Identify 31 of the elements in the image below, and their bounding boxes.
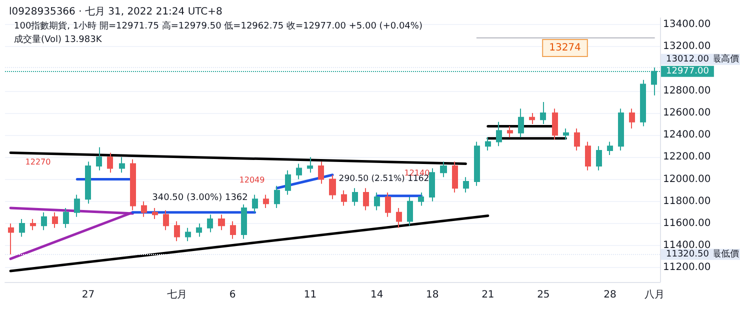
y-tick-label: 13400.00 <box>663 19 711 30</box>
y-tick-label: 13200.00 <box>663 41 711 52</box>
ref-line-label: 12977.00 <box>666 66 710 76</box>
y-tick-label: 11200.00 <box>663 262 711 274</box>
x-tick-label: 27 <box>82 290 95 300</box>
y-tick-label: 11800.00 <box>663 196 711 207</box>
x-tick-label: 11 <box>304 290 317 300</box>
annotation: 成交量(Vol) 13.983K <box>14 34 103 45</box>
y-tick-label: 12400.00 <box>663 130 711 141</box>
x-tick-label: 七月 <box>167 288 188 300</box>
x-tick-label: 18 <box>426 290 439 300</box>
ref-line-label: 11320.50 <box>666 249 710 260</box>
annotation: 12049 <box>239 176 265 184</box>
y-tick-label: 12200.00 <box>663 152 711 163</box>
y-tick-label: 11600.00 <box>663 218 711 229</box>
x-tick-label: 八月 <box>644 290 664 300</box>
x-tick-label: 28 <box>604 290 616 300</box>
x-tick-label: 6 <box>229 290 236 300</box>
annotation: 12270 <box>25 158 51 166</box>
text: 最低價 <box>712 248 739 260</box>
legend-label: 13012.00 <box>666 54 710 64</box>
chart-title: l0928935366 · 七月 31, 2022 21:24 UTC+8 <box>9 6 222 18</box>
annotation: 13274 <box>549 42 581 54</box>
annotation: 340.50 (3.00%) 1362 <box>152 193 248 203</box>
chart-subtitle: 100指數期貨, 1小時 開=12971.75 高=12979.50 低=12962.75 收=12977.00 +5.00 (+0.04%) <box>14 20 422 32</box>
x-tick-label: 14 <box>370 290 384 300</box>
y-tick-label: 12000.00 <box>663 174 711 185</box>
x-tick-label: 25 <box>537 290 550 300</box>
x-tick-label: 21 <box>482 290 494 300</box>
y-tick-label: 12600.00 <box>663 107 711 118</box>
y-tick-label: 12800.00 <box>663 85 711 96</box>
